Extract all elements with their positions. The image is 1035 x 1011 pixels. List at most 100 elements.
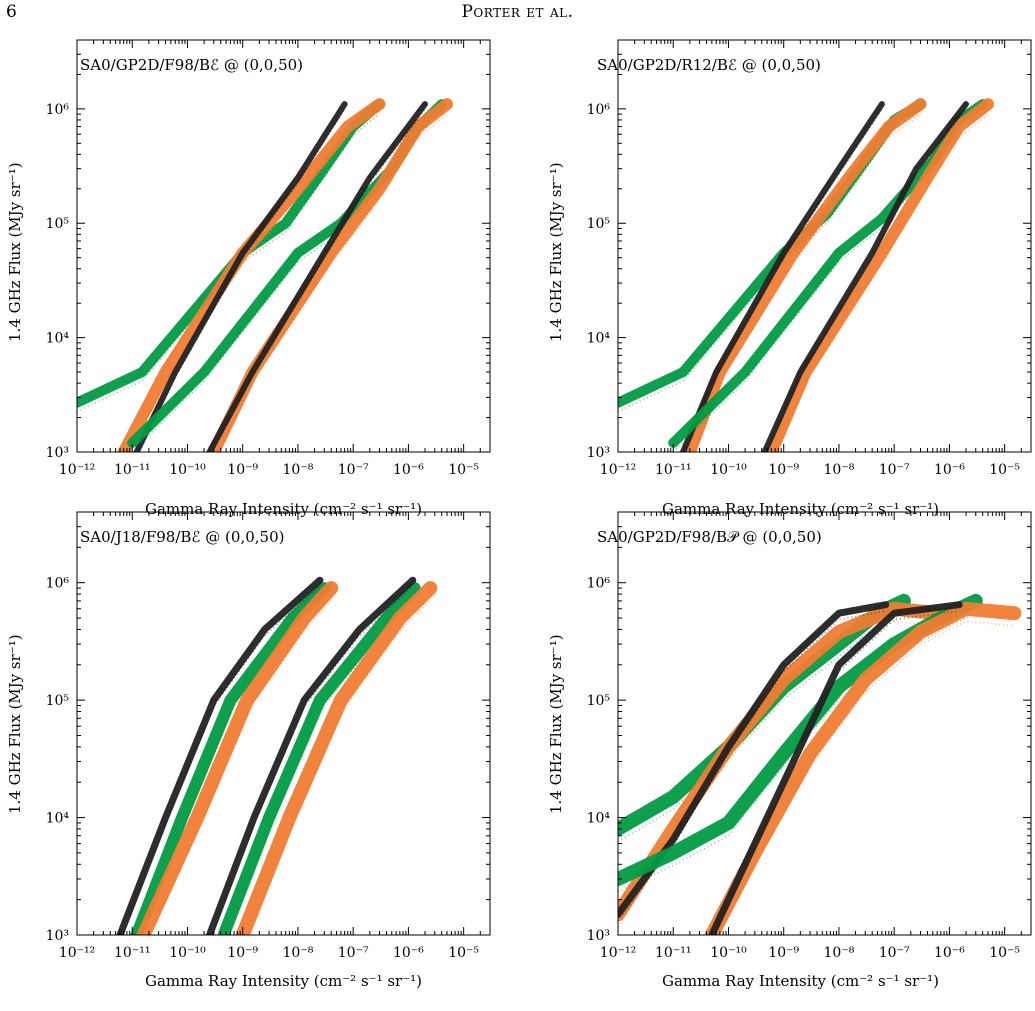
x-tick-label: 10⁻⁵ [448, 945, 479, 961]
x-tick-label: 10⁻⁸ [283, 462, 314, 478]
x-tick-label: 10⁻⁶ [393, 945, 424, 961]
x-tick-label: 10⁻⁷ [338, 945, 369, 961]
x-tick-label: 10⁻⁶ [934, 462, 965, 478]
x-tick-label: 10⁻⁷ [338, 462, 369, 478]
x-tick-label: 10⁻¹¹ [655, 945, 691, 961]
x-tick-label: 10⁻⁷ [879, 945, 910, 961]
series-green-scatter [140, 598, 325, 935]
x-tick-label: 10⁻⁷ [879, 462, 910, 478]
series-orange-band [235, 581, 438, 935]
series-orange-band [704, 601, 1022, 935]
y-tick-label: 10⁶ [46, 576, 70, 592]
chart-panel-bottom-left: 10⁻¹² 10⁻¹¹ 10⁻¹⁰ 10⁻⁹ 10⁻⁸ 10⁻⁷ 10⁻⁶ 10⁻⁵ 10³ 10… [0, 502, 517, 1007]
y-tick-label: 10³ [587, 445, 610, 461]
series-green-scatter [77, 112, 380, 413]
running-head: Porter et al. [461, 2, 574, 22]
y-tick-label: 10⁴ [587, 331, 611, 347]
chart-panel-bottom-right: 10⁻¹² 10⁻¹¹ 10⁻¹⁰ 10⁻⁹ 10⁻⁸ 10⁻⁷ 10⁻⁶ 10⁻⁵ 10³ 10… [517, 502, 1034, 1007]
series-group [618, 593, 1022, 935]
y-tick-label: 10⁶ [46, 102, 70, 118]
series-black-band [761, 101, 969, 452]
y-tick-label: 10⁶ [587, 102, 611, 118]
x-tick-label: 10⁻¹⁰ [710, 462, 747, 478]
series-orange-scatter [717, 620, 1015, 935]
plot-frame [76, 39, 491, 453]
x-axis-label: Gamma Ray Intensity (cm⁻² s⁻¹ sr⁻¹) [661, 972, 940, 990]
series-black-band [206, 101, 428, 452]
series-green-band [217, 582, 421, 935]
series-green-band [130, 582, 331, 935]
series-orange-scatter [246, 600, 431, 935]
series-orange-scatter [775, 114, 989, 452]
x-tick-label: 10⁻¹² [59, 945, 95, 961]
series-green-scatter [672, 112, 984, 452]
x-tick-label: 10⁻⁵ [989, 945, 1020, 961]
series-orange-scatter [148, 600, 332, 935]
x-tick-label: 10⁻¹⁰ [169, 945, 206, 961]
x-tick-label: 10⁻⁸ [283, 945, 314, 961]
x-tick-label: 10⁻⁶ [393, 462, 424, 478]
series-black-band [680, 101, 885, 452]
y-tick-label: 10⁴ [46, 811, 70, 827]
page-number: 6 [6, 2, 17, 22]
x-tick-label: 10⁻⁶ [934, 945, 965, 961]
y-tick-label: 10⁴ [46, 331, 70, 347]
x-tick-label: 10⁻⁹ [227, 462, 258, 478]
x-tick-label: 10⁻¹¹ [114, 945, 150, 961]
series-black-scatter [713, 610, 960, 935]
x-tick-label: 10⁻¹² [600, 945, 636, 961]
x-tick-label: 10⁻¹⁰ [710, 945, 747, 961]
y-tick-label: 10³ [46, 445, 69, 461]
panel-title: SA0/J18/F98/Bℰ @ (0,0,50) [80, 528, 285, 546]
series-orange-band [618, 601, 945, 922]
series-black-band [708, 601, 963, 935]
series-group [116, 576, 438, 935]
x-tick-label: 10⁻¹¹ [655, 462, 691, 478]
series-black-scatter [766, 109, 967, 452]
series-black-scatter [138, 109, 346, 452]
series-orange-band [683, 98, 927, 452]
x-tick-label: 10⁻¹² [59, 462, 95, 478]
plot-area: 10⁻¹² 10⁻¹¹ 10⁻¹⁰ 10⁻⁹ 10⁻⁸ 10⁻⁷ 10⁻⁶ 10⁻⁵ 10³ 10… [46, 39, 491, 478]
y-axis-label: 1.4 GHz Flux (MJy sr⁻¹) [6, 634, 24, 814]
series-black-band [133, 101, 348, 452]
y-tick-label: 10⁴ [587, 811, 611, 827]
series-black-scatter [121, 585, 321, 935]
x-tick-label: 10⁻⁸ [824, 462, 855, 478]
x-tick-label: 10⁻⁹ [768, 462, 799, 478]
y-tick-label: 10⁵ [587, 216, 611, 232]
y-tick-label: 10⁵ [46, 216, 70, 232]
chart-panel-top-left: 10⁻¹² 10⁻¹¹ 10⁻¹⁰ 10⁻⁹ 10⁻⁸ 10⁻⁷ 10⁻⁶ 10⁻⁵ 10³ 10… [0, 30, 517, 535]
plot-frame [76, 511, 491, 936]
x-axis-label: Gamma Ray Intensity (cm⁻² s⁻¹ sr⁻¹) [144, 972, 423, 990]
x-axis-label: Gamma Ray Intensity (cm⁻² s⁻¹ sr⁻¹) [661, 500, 940, 518]
series-group [618, 98, 994, 452]
plot-area: 10⁻¹² 10⁻¹¹ 10⁻¹⁰ 10⁻⁹ 10⁻⁸ 10⁻⁷ 10⁻⁶ 10⁻⁵ 10³ 10… [587, 39, 1032, 478]
series-orange-band [765, 98, 994, 452]
plot-area: 10⁻¹² 10⁻¹¹ 10⁻¹⁰ 10⁻⁹ 10⁻⁸ 10⁻⁷ 10⁻⁶ 10⁻⁵ 10³ 10… [587, 511, 1032, 961]
panel-title: SA0/GP2D/R12/Bℰ @ (0,0,50) [597, 56, 821, 74]
panel-title: SA0/GP2D/F98/Bℰ @ (0,0,50) [80, 56, 304, 74]
y-tick-label: 10⁶ [587, 576, 611, 592]
series-orange-band [136, 581, 339, 935]
plot-area: 10⁻¹² 10⁻¹¹ 10⁻¹⁰ 10⁻⁹ 10⁻⁸ 10⁻⁷ 10⁻⁶ 10⁻⁵ 10³ 10… [46, 511, 491, 961]
x-tick-label: 10⁻¹⁰ [169, 462, 206, 478]
y-tick-label: 10³ [46, 928, 69, 944]
plot-frame [617, 511, 1032, 936]
y-axis-label: 1.4 GHz Flux (MJy sr⁻¹) [6, 162, 24, 342]
y-tick-label: 10⁵ [46, 693, 70, 709]
x-tick-label: 10⁻¹² [600, 462, 636, 478]
x-tick-label: 10⁻⁵ [989, 462, 1020, 478]
x-tick-label: 10⁻⁸ [824, 945, 855, 961]
x-tick-label: 10⁻⁹ [227, 945, 258, 961]
y-tick-label: 10⁵ [587, 693, 611, 709]
plot-frame [617, 39, 1032, 453]
x-tick-label: 10⁻⁹ [768, 945, 799, 961]
x-tick-label: 10⁻¹¹ [114, 462, 150, 478]
series-group [77, 98, 453, 452]
y-axis-label: 1.4 GHz Flux (MJy sr⁻¹) [547, 162, 565, 342]
series-orange-scatter [693, 114, 921, 452]
x-tick-label: 10⁻⁵ [448, 462, 479, 478]
panel-title: SA0/GP2D/F98/B𝒫 @ (0,0,50) [597, 528, 822, 546]
series-orange-scatter [618, 620, 938, 928]
